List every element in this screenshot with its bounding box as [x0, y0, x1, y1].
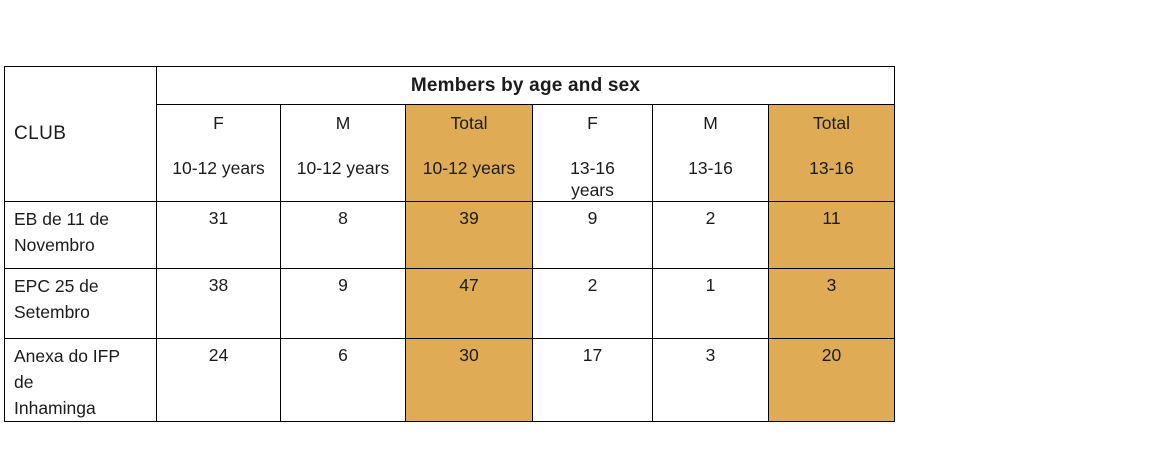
column-header-m-13-16: M 13-16 [652, 104, 769, 202]
value-cell-total-13-16: 20 [768, 338, 895, 422]
value-cell-total-10-12: 30 [405, 338, 533, 422]
value-cell-f-13-16: 2 [532, 268, 653, 339]
title-row: CLUB Members by age and sex [4, 66, 895, 202]
value-cell-f-13-16: 9 [532, 201, 653, 269]
value-cell-m-13-16: 1 [652, 268, 769, 339]
column-header-f-10-12: F 10-12 years [156, 104, 281, 202]
column-header-m-10-12: M 10-12 years [280, 104, 406, 202]
sex-label: F [213, 113, 224, 133]
sex-label: Total [450, 113, 488, 133]
value-cell-m-13-16: 2 [652, 201, 769, 269]
age-label: 13-16 [809, 158, 854, 178]
column-header-row: F 10-12 years M 10-12 years Total 10-12 … [5, 104, 895, 202]
value-cell-m-10-12: 9 [280, 268, 406, 339]
value-cell-total-13-16: 11 [768, 201, 895, 269]
table-row-anexa-do-ifp-de-inhaminga: Anexa do IFP de Inhaminga 24 6 30 17 3 2… [4, 338, 895, 422]
age-label: 10-12 years [172, 158, 265, 178]
sex-label: F [587, 113, 598, 133]
value-cell-m-10-12: 8 [280, 201, 406, 269]
sex-label: Total [813, 113, 850, 133]
club-name-cell: Anexa do IFP de Inhaminga [4, 338, 157, 422]
age-label: 13-16 [688, 158, 733, 178]
sex-label: M [703, 113, 718, 133]
sex-label: M [335, 113, 351, 133]
value-cell-f-10-12: 24 [156, 338, 281, 422]
table-title: Members by age and sex [156, 66, 895, 105]
value-cell-f-10-12: 31 [156, 201, 281, 269]
value-cell-total-10-12: 47 [405, 268, 533, 339]
age-label: 13-16 years [570, 158, 615, 200]
age-label: 10-12 years [296, 158, 390, 178]
club-column-header: CLUB [4, 66, 157, 202]
table-row-epc-25-de-setembro: EPC 25 de Setembro 38 9 47 2 1 3 [4, 268, 895, 339]
column-header-f-13-16: F 13-16 years [532, 104, 653, 202]
value-cell-m-10-12: 6 [280, 338, 406, 422]
column-header-total-10-12: Total 10-12 years [405, 104, 533, 202]
age-label: 10-12 years [422, 158, 516, 178]
members-by-age-and-sex-table: CLUB Members by age and sex F 10-12 year… [4, 66, 895, 422]
value-cell-total-10-12: 39 [405, 201, 533, 269]
table-row-eb-de-11-de-novembro: EB de 11 de Novembro 31 8 39 9 2 11 [4, 201, 895, 269]
value-cell-f-10-12: 38 [156, 268, 281, 339]
club-name-cell: EPC 25 de Setembro [4, 268, 157, 339]
value-cell-m-13-16: 3 [652, 338, 769, 422]
value-cell-f-13-16: 17 [532, 338, 653, 422]
value-cell-total-13-16: 3 [768, 268, 895, 339]
column-header-total-13-16: Total 13-16 [768, 104, 895, 202]
club-name-cell: EB de 11 de Novembro [4, 201, 157, 269]
